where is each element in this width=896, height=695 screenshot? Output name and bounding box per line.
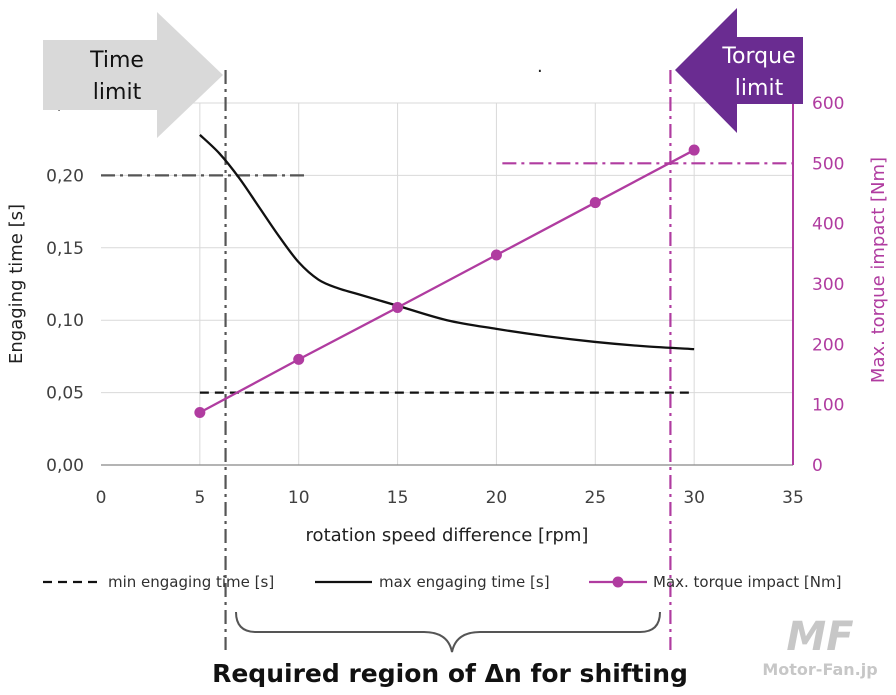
series-2-point-0 (194, 407, 206, 419)
legend-label-torque: Max. torque impact [Nm] (653, 573, 841, 591)
stray-mark: . (537, 56, 543, 77)
y-axis-title: Engaging time [s] (6, 204, 27, 364)
y2-tick-label-0: 0 (812, 456, 823, 476)
time-limit-label-line1: Time (89, 48, 144, 73)
y2-tick-label-1: 100 (812, 396, 844, 416)
series-2-point-4 (589, 197, 601, 209)
series-line-1 (199, 134, 695, 351)
y2-axis-title: Max. torque impact [Nm] (868, 157, 889, 383)
y2-tick-labels: 0 100 200 300 400 500 600 (812, 94, 844, 476)
x-tick-label-0: 0 (96, 488, 107, 508)
motor-fan-watermark: MF Motor-Fan.jp (762, 614, 877, 679)
y-tick-label-3: 0,15 (46, 239, 84, 259)
legend-label-min: min engaging time [s] (108, 573, 274, 591)
x-tick-label-1: 5 (194, 488, 205, 508)
legend-label-max: max engaging time [s] (379, 573, 550, 591)
torque-limit-arrow (675, 8, 803, 133)
region-brace (235, 611, 661, 653)
series-2-point-5 (688, 144, 700, 156)
torque-limit-label-line1: Torque (721, 44, 795, 69)
y2-tick-label-5: 500 (812, 154, 844, 174)
series-2-point-3 (490, 249, 502, 261)
time-limit-arrow (43, 12, 223, 138)
series-2-point-1 (293, 353, 305, 365)
x-tick-label-6: 30 (683, 488, 705, 508)
y2-tick-label-6: 600 (812, 94, 844, 114)
x-tick-labels: 0 5 10 15 20 25 30 35 (96, 488, 804, 508)
y2-tick-label-4: 400 (812, 215, 844, 235)
y-tick-label-0: 0,00 (46, 456, 84, 476)
torque-limit-label-line2: limit (735, 76, 784, 101)
x-axis-title: rotation speed difference [rpm] (306, 525, 589, 546)
watermark-logo: MF (786, 614, 853, 660)
data-series (194, 134, 700, 419)
legend: min engaging time [s] max engaging time … (43, 573, 841, 591)
y-tick-label-2: 0,10 (46, 311, 84, 331)
y2-tick-label-2: 200 (812, 335, 844, 355)
x-tick-label-2: 10 (288, 488, 310, 508)
x-tick-label-4: 20 (486, 488, 508, 508)
series-line-2 (199, 149, 695, 414)
time-limit-label-line2: limit (93, 80, 142, 105)
reference-lines (101, 70, 793, 650)
x-tick-label-5: 25 (584, 488, 606, 508)
y2-tick-label-3: 300 (812, 275, 844, 295)
region-caption: Required region of Δn for shifting (212, 659, 688, 688)
y-tick-label-1: 0,05 (46, 384, 84, 404)
legend-marker-torque (612, 576, 624, 588)
y-tick-label-4: 0,20 (46, 166, 84, 186)
watermark-site: Motor-Fan.jp (762, 660, 877, 679)
series-2-point-2 (392, 302, 404, 314)
y-tick-labels: 0,000,050,100,150,200,25 (46, 94, 84, 476)
x-tick-label-7: 35 (782, 488, 804, 508)
x-tick-label-3: 15 (387, 488, 409, 508)
